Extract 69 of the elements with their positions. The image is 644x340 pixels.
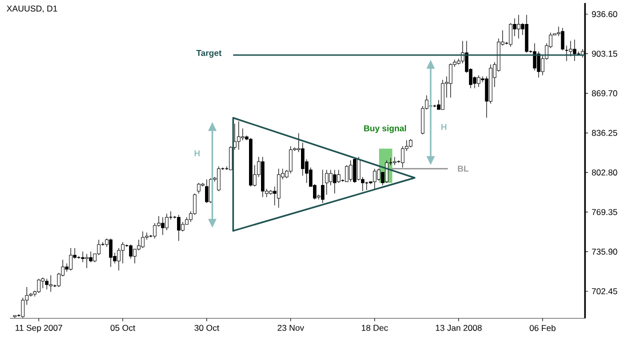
candlestick — [69, 248, 72, 271]
candlestick — [349, 160, 352, 182]
candlestick — [141, 231, 144, 248]
candlestick — [161, 216, 164, 236]
chart-title: XAUUSD, D1 — [6, 6, 58, 13]
y-tick-label: 802.80 — [592, 169, 618, 176]
candlestick — [49, 274, 52, 292]
candlestick — [508, 22, 512, 48]
ref-line-label: BL — [458, 166, 468, 172]
annotation: H — [441, 124, 446, 130]
candlestick — [333, 170, 336, 194]
y-tick-label: 936.60 — [592, 11, 618, 18]
candlestick — [85, 254, 88, 268]
candlestick — [109, 238, 112, 268]
candlestick — [352, 158, 356, 184]
y-tick-label: 903.15 — [592, 50, 618, 57]
annotation: H — [194, 150, 200, 156]
y-tick-label: 836.25 — [592, 130, 618, 136]
y-tick-label: 735.90 — [592, 248, 618, 255]
candlestick — [345, 164, 348, 182]
x-tick-label: 18 Dec — [362, 324, 388, 331]
candlestick — [321, 170, 324, 204]
candlestick — [289, 146, 292, 174]
candlestick — [129, 244, 132, 259]
candlestick — [516, 14, 520, 39]
candlestick — [177, 214, 180, 242]
y-tick-label: 769.35 — [592, 209, 618, 216]
ref-line-label: Target — [196, 50, 222, 58]
candlestick — [241, 128, 244, 141]
candlestick — [376, 168, 380, 181]
candlestick — [41, 277, 44, 289]
annotation: Buy signal — [364, 125, 406, 134]
candlestick — [197, 182, 200, 194]
candlestick — [301, 142, 304, 176]
y-tick-label: 869.70 — [592, 90, 618, 96]
candlestick — [133, 248, 136, 264]
candlestick — [153, 222, 156, 239]
candlestick — [448, 63, 452, 98]
candlestick — [217, 166, 220, 192]
candlestick — [476, 74, 480, 88]
candlestick — [81, 251, 84, 262]
candlestick — [325, 170, 328, 196]
candlestick — [89, 251, 92, 262]
candlestick — [329, 170, 332, 186]
x-tick-label: 05 Oct — [110, 324, 136, 331]
candlestick — [205, 179, 208, 204]
candlestick — [572, 39, 576, 62]
candlestick — [337, 170, 340, 184]
candlestick — [568, 40, 572, 57]
candlestick — [237, 121, 240, 150]
candlestick — [400, 146, 404, 168]
candlestick — [372, 168, 376, 190]
candlestick — [560, 28, 564, 51]
x-tick-label: 06 Feb — [530, 324, 556, 332]
candlestick — [532, 42, 536, 71]
candlestick — [165, 213, 168, 231]
candlestick — [356, 156, 360, 181]
x-tick-label: 30 Oct — [194, 324, 220, 331]
candlestick — [564, 45, 569, 62]
candlestick — [277, 168, 280, 208]
x-tick-label: 23 Nov — [278, 324, 304, 331]
candlestick — [536, 51, 540, 78]
candlestick — [37, 278, 40, 294]
candlestick — [121, 242, 124, 264]
x-tick-label: 11 Sep 2007 — [16, 324, 62, 333]
x-tick-label: 13 Jan 2008 — [436, 324, 482, 331]
y-tick-label: 702.45 — [592, 288, 618, 294]
candlestick — [117, 248, 120, 271]
candlestick — [45, 278, 48, 290]
